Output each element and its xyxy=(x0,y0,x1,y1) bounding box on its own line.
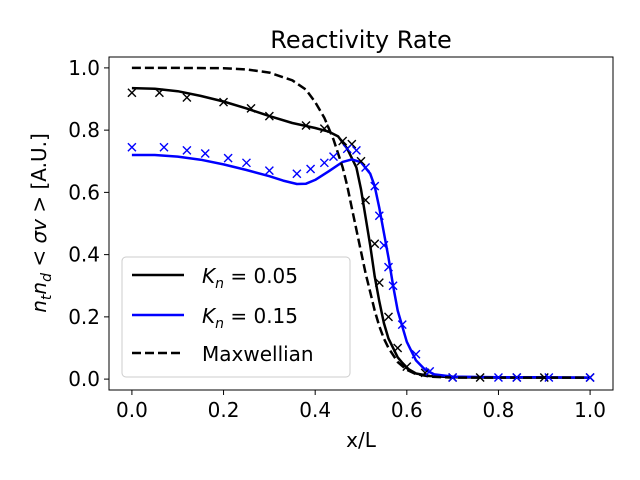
marker-kn015-4 xyxy=(223,153,233,163)
marker-kn015-24 xyxy=(512,373,522,383)
marker-kn015-20 xyxy=(411,349,421,359)
marker-kn015-3 xyxy=(200,148,210,158)
y-label-gt: > xyxy=(27,190,51,219)
marker-kn015-18 xyxy=(388,281,398,291)
legend-label-maxwellian: Maxwellian xyxy=(202,342,314,366)
y-tick-label-5: 1.0 xyxy=(68,56,100,80)
marker-kn015-12 xyxy=(351,145,361,155)
y-axis-label: ntnd < σv > [A.U.] xyxy=(27,133,55,313)
marker-kn005-6 xyxy=(301,120,311,130)
marker-kn005-13 xyxy=(374,278,384,288)
y-tick-label-4: 0.8 xyxy=(68,118,100,142)
y-tick-label-2: 0.4 xyxy=(68,243,100,267)
marker-kn015-13 xyxy=(361,162,371,172)
marker-kn015-7 xyxy=(292,169,302,179)
x-tick-label-4: 0.8 xyxy=(483,398,515,422)
marker-kn015-21 xyxy=(425,366,435,376)
chart-title: Reactivity Rate xyxy=(270,26,452,54)
marker-kn005-8 xyxy=(338,136,348,146)
marker-kn015-0 xyxy=(127,142,137,152)
plot-area xyxy=(108,56,614,391)
y-label-unit: [A.U.] xyxy=(27,133,51,189)
legend-kn005-k: K xyxy=(202,264,217,288)
legend-kn005-sub: n xyxy=(215,276,224,292)
marker-kn015-15 xyxy=(374,211,384,221)
series-line-maxwellian xyxy=(131,66,591,379)
marker-kn015-8 xyxy=(306,164,316,174)
y-tick-label-0: 0.0 xyxy=(68,367,100,391)
marker-kn005-19 xyxy=(475,373,485,383)
y-label-lt: < xyxy=(27,244,51,273)
y-label-n: n xyxy=(27,300,51,313)
axes-frame xyxy=(108,56,614,391)
marker-kn015-23 xyxy=(493,373,503,383)
marker-kn015-26 xyxy=(585,373,595,383)
marker-kn015-5 xyxy=(241,158,251,168)
marker-kn015-6 xyxy=(264,166,274,176)
x-tick-label-0: 0.0 xyxy=(116,398,148,422)
x-tick-label-3: 0.6 xyxy=(391,398,423,422)
marker-kn015-17 xyxy=(383,262,393,272)
marker-kn015-16 xyxy=(379,240,389,250)
marker-kn005-0 xyxy=(127,88,137,98)
marker-kn015-9 xyxy=(319,158,329,168)
marker-kn005-12 xyxy=(370,239,380,249)
marker-kn005-15 xyxy=(393,343,403,353)
marker-kn005-16 xyxy=(402,362,412,372)
marker-kn005-5 xyxy=(264,111,274,121)
marker-kn005-7 xyxy=(319,124,329,134)
legend-kn005-value: = 0.05 xyxy=(224,264,298,288)
marker-kn015-10 xyxy=(329,152,339,162)
y-label-d: d xyxy=(39,273,55,282)
marker-kn005-1 xyxy=(154,88,164,98)
marker-kn015-1 xyxy=(159,142,169,152)
legend-label-kn005: Kn = 0.05 xyxy=(202,264,298,292)
legend-kn015-k: K xyxy=(202,304,217,328)
marker-layer xyxy=(127,88,595,383)
marker-kn005-14 xyxy=(383,312,393,322)
marker-kn005-10 xyxy=(356,156,366,166)
marker-kn005-2 xyxy=(182,92,192,102)
x-tick-label-2: 0.4 xyxy=(299,398,331,422)
marker-kn015-11 xyxy=(342,144,352,154)
marker-kn015-14 xyxy=(370,181,380,191)
x-tick-label-1: 0.2 xyxy=(208,398,240,422)
marker-kn005-3 xyxy=(219,97,229,107)
y-axis: 0.0 0.2 0.4 0.6 0.8 1.0 xyxy=(68,56,109,391)
marker-kn005-4 xyxy=(246,103,256,113)
y-label-sigma-v: σv xyxy=(27,218,51,244)
y-tick-label-3: 0.6 xyxy=(68,180,100,204)
x-tick-label-5: 1.0 xyxy=(574,398,606,422)
legend: Kn = 0.05 Kn = 0.15 Maxwellian xyxy=(121,256,351,378)
legend-label-kn015: Kn = 0.15 xyxy=(202,304,298,332)
x-axis: 0.0 0.2 0.4 0.6 0.8 1.0 xyxy=(116,390,606,422)
y-tick-label-1: 0.2 xyxy=(68,305,100,329)
y-label-n2: n xyxy=(27,282,51,295)
marker-kn015-19 xyxy=(397,320,407,330)
marker-kn015-22 xyxy=(448,373,458,383)
marker-kn015-2 xyxy=(182,145,192,155)
marker-kn015-25 xyxy=(544,373,554,383)
marker-kn005-11 xyxy=(361,195,371,205)
y-label-t: t xyxy=(39,294,55,300)
x-axis-label: x/L xyxy=(346,428,377,452)
legend-kn015-sub: n xyxy=(215,316,224,332)
legend-kn015-value: = 0.15 xyxy=(224,304,298,328)
legend-box xyxy=(121,256,351,378)
